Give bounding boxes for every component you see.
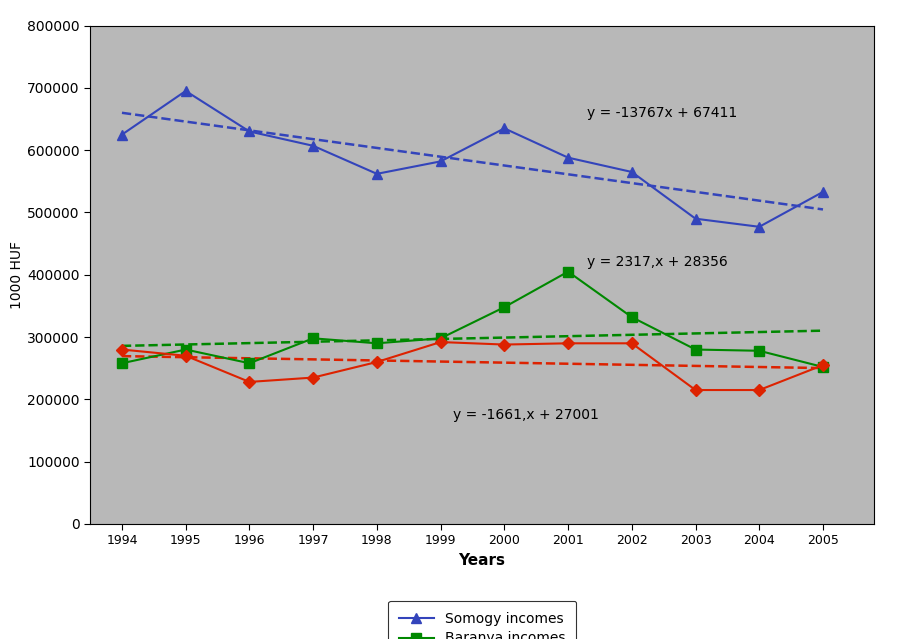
Somogy incomes: [817, 188, 828, 196]
Baranya incomes: [817, 363, 828, 371]
Somogy incomes: [371, 170, 382, 178]
Tolna incomes: [690, 386, 701, 394]
Baranya incomes: [499, 304, 510, 311]
Tolna incomes: [817, 361, 828, 369]
Baranya incomes: [562, 268, 573, 275]
Baranya incomes: [371, 339, 382, 347]
Somogy incomes: [435, 158, 446, 166]
Tolna incomes: [435, 338, 446, 346]
Baranya incomes: [116, 359, 127, 367]
Tolna incomes: [499, 341, 510, 348]
Baranya incomes: [626, 313, 637, 321]
Tolna incomes: [562, 339, 573, 347]
Somogy incomes: [499, 125, 510, 132]
Line: Somogy incomes: Somogy incomes: [117, 86, 828, 232]
Somogy incomes: [626, 168, 637, 176]
Somogy incomes: [116, 131, 127, 139]
Y-axis label: 1000 HUF: 1000 HUF: [10, 241, 24, 309]
X-axis label: Years: Years: [459, 553, 505, 568]
Text: y = -1661,x + 27001: y = -1661,x + 27001: [453, 408, 599, 422]
Tolna incomes: [371, 358, 382, 366]
Somogy incomes: [690, 215, 701, 222]
Baranya incomes: [690, 346, 701, 353]
Tolna incomes: [180, 352, 191, 360]
Legend: Somogy incomes, Baranya incomes, Tolna incomes: Somogy incomes, Baranya incomes, Tolna i…: [387, 601, 577, 639]
Tolna incomes: [116, 346, 127, 353]
Somogy incomes: [562, 154, 573, 162]
Text: y = 2317,x + 28356: y = 2317,x + 28356: [587, 256, 728, 269]
Tolna incomes: [626, 339, 637, 347]
Baranya incomes: [244, 359, 255, 367]
Somogy incomes: [180, 87, 191, 95]
Baranya incomes: [180, 346, 191, 353]
Somogy incomes: [754, 223, 765, 231]
Baranya incomes: [308, 334, 319, 342]
Baranya incomes: [435, 334, 446, 342]
Line: Tolna incomes: Tolna incomes: [118, 338, 827, 394]
Tolna incomes: [244, 378, 255, 386]
Baranya incomes: [754, 347, 765, 355]
Tolna incomes: [308, 374, 319, 381]
Text: y = -13767x + 67411: y = -13767x + 67411: [587, 106, 737, 119]
Somogy incomes: [244, 128, 255, 135]
Somogy incomes: [308, 142, 319, 150]
Tolna incomes: [754, 386, 765, 394]
Line: Baranya incomes: Baranya incomes: [117, 267, 828, 372]
